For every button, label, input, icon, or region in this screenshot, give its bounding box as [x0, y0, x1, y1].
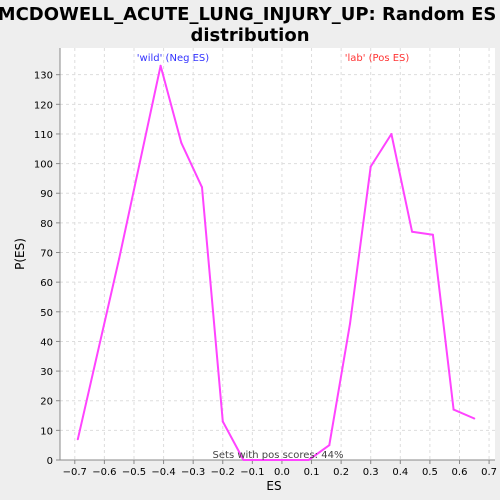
- x-tick-label: 0.2: [333, 467, 349, 478]
- x-tick-label: 0.1: [304, 467, 320, 478]
- data-point: [76, 438, 79, 441]
- y-tick-label: 0: [47, 456, 53, 467]
- data-point: [118, 257, 121, 260]
- data-point: [369, 165, 372, 168]
- y-tick-label: 50: [40, 308, 53, 319]
- y-tick-label: 120: [34, 100, 53, 111]
- plot-area: [60, 48, 495, 460]
- y-tick-label: 30: [40, 367, 53, 378]
- data-point: [221, 420, 224, 423]
- x-tick-label: 0.6: [452, 467, 468, 478]
- x-tick-label: 0.3: [363, 467, 379, 478]
- neg-es-label: 'wild' (Neg ES): [137, 53, 209, 64]
- data-point: [201, 186, 204, 189]
- x-tick-label: −0.4: [151, 467, 175, 478]
- data-point: [431, 233, 434, 236]
- data-point: [263, 459, 266, 461]
- x-tick-label: −0.6: [92, 467, 116, 478]
- y-tick-label: 110: [34, 130, 53, 141]
- y-tick-label: 20: [40, 397, 53, 408]
- x-tick-label: −0.2: [211, 467, 235, 478]
- y-tick-label: 70: [40, 249, 53, 260]
- series-line: [76, 64, 475, 461]
- y-tick-label: 10: [40, 426, 53, 437]
- x-axis-title: ES: [266, 479, 281, 493]
- x-tick-label: −0.1: [240, 467, 264, 478]
- x-tick-label: 0.5: [422, 467, 438, 478]
- data-point: [411, 230, 414, 233]
- y-axis-title: P(ES): [13, 238, 27, 270]
- data-point: [349, 322, 351, 325]
- pos-es-label: 'lab' (Pos ES): [345, 53, 410, 64]
- data-point: [307, 459, 310, 461]
- x-tick-label: 0.4: [392, 467, 408, 478]
- data-point: [286, 459, 289, 461]
- y-tick-label: 60: [40, 278, 53, 289]
- y-tick-label: 40: [40, 337, 53, 348]
- x-tick-label: −0.7: [63, 467, 87, 478]
- data-point: [452, 408, 455, 411]
- data-point: [390, 132, 393, 135]
- y-tick-label: 100: [34, 160, 53, 171]
- data-point: [473, 417, 476, 420]
- x-tick-label: 0.7: [481, 467, 497, 478]
- data-point: [159, 64, 162, 67]
- y-tick-label: 90: [40, 189, 53, 200]
- x-tick-label: −0.5: [122, 467, 146, 478]
- data-point: [242, 459, 245, 461]
- chart-title-line-1: MCDOWELL_ACUTE_LUNG_INJURY_UP: Random ES: [0, 4, 496, 25]
- y-tick-label: 130: [34, 71, 53, 82]
- series-layer: [76, 64, 476, 461]
- grid-lines: [60, 48, 495, 461]
- tick-marks: −0.7 −0.6 −0.5 −0.4 −0.3 −0.2 −0.1 0.0 0.1 0.2 0.3…: [34, 71, 497, 478]
- data-point: [328, 444, 331, 447]
- chart-title-line-2: distribution: [190, 25, 309, 46]
- data-point: [180, 141, 183, 144]
- x-tick-label: −0.3: [181, 467, 205, 478]
- x-tick-label: 0.0: [274, 467, 290, 478]
- pos-scores-footer: Sets with pos scores: 44%: [213, 450, 344, 461]
- y-tick-label: 80: [40, 219, 53, 230]
